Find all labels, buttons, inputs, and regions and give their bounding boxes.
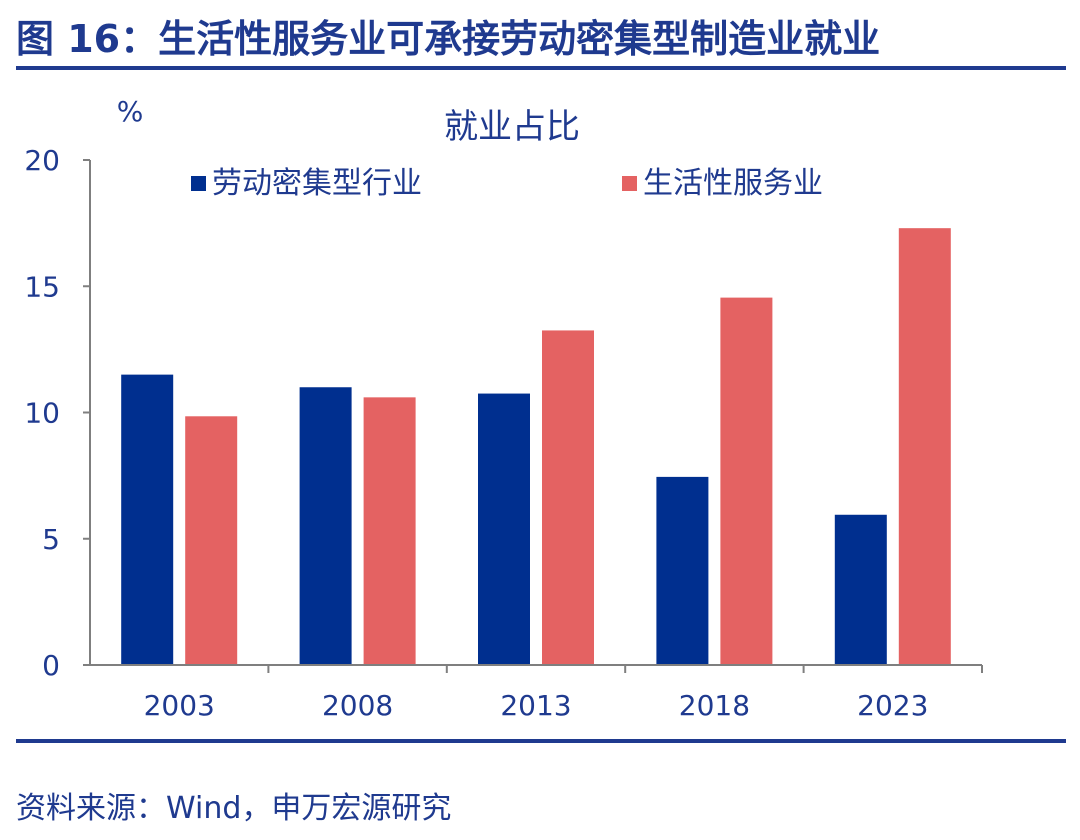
footer-rule [16, 739, 1066, 743]
bar-labor-intensive [299, 387, 352, 665]
x-tick-label: 2023 [857, 689, 928, 722]
y-axis-unit: % [117, 95, 144, 128]
legend-label-services: 生活性服务业 [643, 166, 823, 201]
bar-life-services [363, 397, 416, 665]
legend: 劳动密集型行业 生活性服务业 [191, 166, 823, 201]
bar-life-services [542, 330, 594, 665]
bar-labor-intensive [121, 374, 174, 665]
y-tick-label: 5 [42, 523, 60, 556]
y-tick-label: 15 [24, 270, 60, 303]
bars [121, 228, 951, 666]
x-tick-label: 2018 [679, 689, 750, 722]
x-tick-label: 2003 [144, 689, 215, 722]
y-tick-label: 0 [42, 649, 60, 682]
y-tick-label: 20 [24, 144, 60, 177]
bar-labor-intensive [656, 476, 709, 665]
bar-labor-intensive [834, 514, 887, 665]
x-tick-label: 2013 [500, 689, 571, 722]
bar-life-services [898, 228, 951, 666]
title-rule [16, 66, 1066, 70]
legend-swatch-labor [191, 176, 206, 191]
bar-life-services [185, 416, 238, 665]
bar-labor-intensive [478, 393, 530, 665]
y-axis-ticks: 0 5 10 15 20 [24, 144, 90, 682]
legend-swatch-services [622, 176, 637, 191]
figure-title: 图 16：生活性服务业可承接劳动密集型制造业就业 [16, 17, 881, 61]
x-tick-label: 2008 [322, 689, 393, 722]
source-note: 资料来源：Wind，申万宏源研究 [16, 791, 452, 826]
bar-life-services [720, 297, 773, 665]
legend-label-labor: 劳动密集型行业 [212, 166, 422, 201]
y-tick-label: 10 [24, 397, 60, 430]
x-axis-ticks: 2003 2008 2013 2018 2023 [144, 665, 983, 722]
chart-title: 就业占比 [444, 107, 580, 147]
